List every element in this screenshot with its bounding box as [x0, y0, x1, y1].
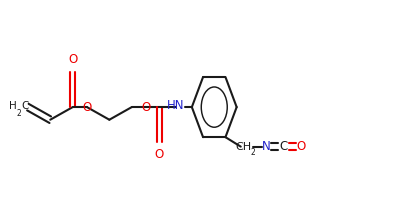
Text: C: C: [279, 140, 288, 153]
Text: 2: 2: [251, 148, 256, 157]
Text: 2: 2: [17, 109, 22, 118]
Text: H: H: [9, 101, 17, 111]
Text: HN: HN: [167, 99, 184, 112]
Text: O: O: [82, 101, 92, 114]
Text: O: O: [68, 53, 77, 66]
Text: CH: CH: [236, 142, 252, 152]
Text: O: O: [155, 148, 164, 161]
Text: O: O: [141, 101, 151, 114]
Text: N: N: [262, 140, 270, 153]
Text: O: O: [296, 140, 306, 153]
Text: C: C: [22, 101, 29, 111]
